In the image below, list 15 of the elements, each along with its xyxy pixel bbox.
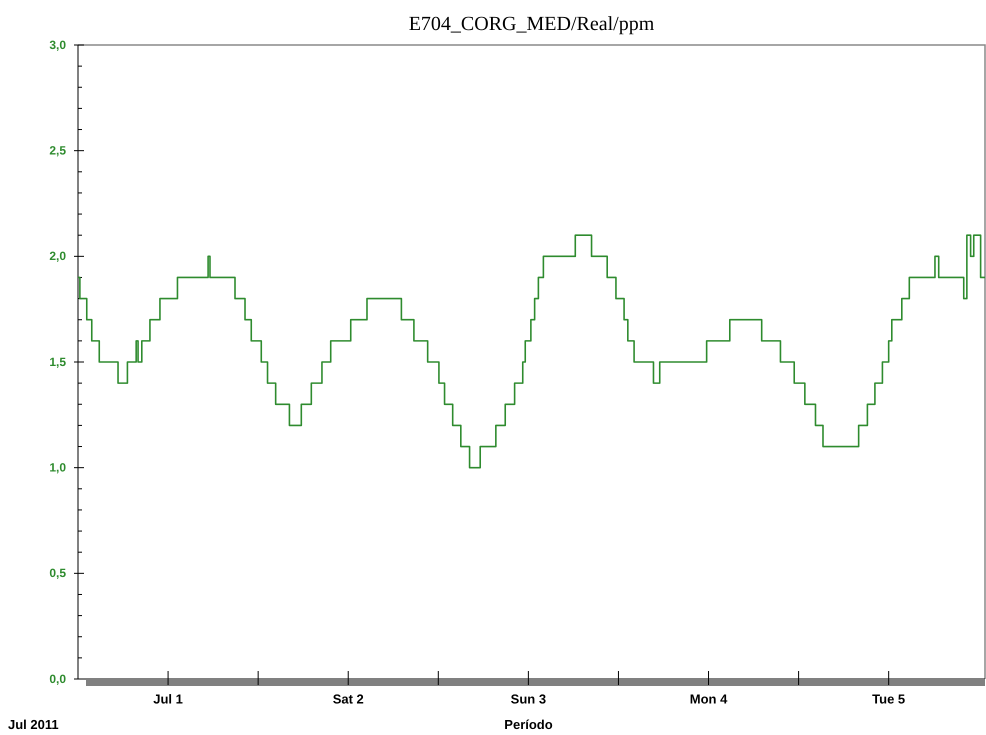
- y-tick-label: 0,0: [49, 672, 66, 686]
- y-tick-label: 1,0: [49, 460, 66, 475]
- chart-title: E704_CORG_MED/Real/ppm: [408, 13, 655, 35]
- x-tick-label: Jul 1: [153, 691, 183, 706]
- y-tick-label: 1,5: [49, 354, 66, 369]
- y-tick-label: 3,0: [49, 38, 66, 52]
- x-tick-label: Tue 5: [872, 691, 906, 706]
- x-tick-label: Sat 2: [332, 691, 364, 706]
- y-tick-label: 2,5: [49, 144, 66, 158]
- x-tick-label: Mon 4: [690, 691, 728, 706]
- text: Jul 2011: [8, 717, 59, 732]
- y-tick-label: 0,5: [49, 566, 66, 580]
- x-tick-label: Sun 3: [510, 691, 546, 706]
- y-tick-label: 2,0: [49, 249, 66, 264]
- x-axis-title: Período: [504, 717, 553, 732]
